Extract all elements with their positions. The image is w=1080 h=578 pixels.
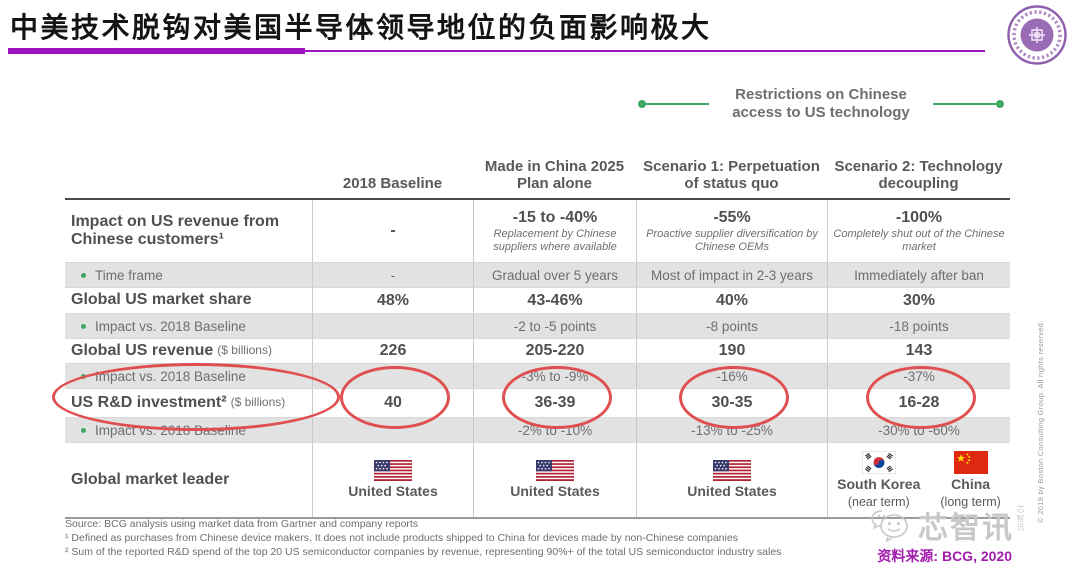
leader-scenario1: United States [687, 460, 777, 499]
south-korea-flag-icon [861, 450, 896, 474]
table-row-share-impact: Impact vs. 2018 Baseline -2 to -5 points… [65, 313, 1010, 338]
row-label: Impact vs. 2018 Baseline [65, 364, 312, 388]
table-row-market-leader: Global market leader United States [65, 442, 1010, 519]
us-flag-icon [536, 460, 574, 482]
cell-baseline: - [312, 263, 473, 287]
table-row-time-frame: Time frame - Gradual over 5 years Most o… [65, 262, 1010, 287]
bracket-line-right [933, 103, 996, 105]
cell-scenario2: -37% [827, 364, 1010, 388]
cell-scenario1: -13% to -25% [636, 418, 827, 442]
china-flag-icon [953, 450, 988, 474]
leader-baseline: United States [348, 460, 438, 499]
cell-scenario2: 16-28 [827, 389, 1010, 417]
impact-table: 2018 Baseline Made in China 2025 Plan al… [65, 140, 1010, 519]
bracket-dot-right-icon [996, 100, 1004, 108]
data-source-note: 资料来源: BCG, 2020 [877, 548, 1012, 564]
cell-scenario2: Immediately after ban [827, 263, 1010, 287]
watermark-text: 芯智讯 [918, 511, 1014, 546]
restrictions-bracket: Restrictions on Chinese access to US tec… [638, 86, 1004, 122]
table-row-rd-investment: US R&D investment² ($ billions) 40 36-39… [65, 388, 1010, 417]
cell-note: Completely shut out of the Chinese marke… [833, 227, 1005, 253]
bracket-dot-left-icon [638, 100, 646, 108]
row-unit: ($ billions) [217, 343, 272, 358]
cell-mic2025: 43-46% [473, 288, 636, 313]
watermark-vertical-text: 芯智讯 [1016, 505, 1025, 532]
row-label: Impact vs. 2018 Baseline [65, 418, 312, 442]
cell-scenario1: -55% Proactive supplier diversification … [637, 209, 827, 253]
cell-scenario1: -8 points [636, 314, 827, 338]
row-label: Impact vs. 2018 Baseline [65, 314, 312, 338]
cell-scenario1: 40% [636, 288, 827, 313]
bullet-icon [81, 272, 86, 278]
title-underline-thin [305, 50, 985, 52]
page-title: 中美技术脱钩对美国半导体领导地位的负面影响极大 [10, 11, 712, 44]
cell-mic2025: Gradual over 5 years [473, 263, 636, 287]
cell-scenario2: -18 points [827, 314, 1010, 338]
cell-mic2025: 205-220 [473, 339, 636, 363]
cell-baseline: - [312, 200, 473, 262]
leader-south-korea: South Korea (near term) [837, 450, 920, 509]
bracket-line-left [646, 103, 709, 105]
cell-scenario1: -16% [636, 364, 827, 388]
table-row-revenue-impact-baseline: Impact vs. 2018 Baseline -3% to -9% -16%… [65, 363, 1010, 388]
bullet-icon [81, 427, 86, 433]
cell-mic2025: -2 to -5 points [473, 314, 636, 338]
footnotes: Source: BCG analysis using market data f… [65, 518, 781, 560]
row-label: Global US revenue ($ billions) [71, 341, 272, 359]
us-flag-icon [374, 460, 412, 482]
cell-scenario1: Most of impact in 2-3 years [636, 263, 827, 287]
cell-scenario1: 30-35 [636, 389, 827, 417]
header-2018-baseline: 2018 Baseline [342, 174, 443, 192]
cell-mic2025: -15 to -40% Replacement by Chinese suppl… [474, 209, 636, 253]
row-label: Global US market share [71, 291, 252, 309]
bullet-icon [81, 373, 86, 379]
cell-mic2025: -3% to -9% [473, 364, 636, 388]
row-label: US R&D investment² ($ billions) [71, 393, 286, 411]
cell-note: Replacement by Chinese suppliers where a… [493, 227, 617, 253]
header-mic2025: Made in China 2025 Plan alone [484, 157, 625, 192]
table-row-revenue: Global US revenue ($ billions) 226 205-2… [65, 338, 1010, 363]
cell-scenario2: -100% Completely shut out of the Chinese… [828, 209, 1010, 253]
cell-scenario2: 143 [827, 339, 1010, 363]
us-flag-icon [713, 460, 751, 482]
cell-baseline: 40 [312, 389, 473, 417]
table-body: Impact on US revenue from Chinese custom… [65, 200, 1010, 519]
copyright-vertical-text: © 2019 by Boston Consulting Group. All r… [1036, 320, 1045, 523]
header-scenario-1: Scenario 1: Perpetuation of status quo [643, 157, 820, 192]
table-header-row: 2018 Baseline Made in China 2025 Plan al… [65, 140, 1010, 200]
chat-bubbles-icon [871, 510, 908, 542]
row-label: Impact on US revenue from Chinese custom… [71, 212, 280, 248]
cell-mic2025: -2% to -10% [473, 418, 636, 442]
table-row-revenue-impact: Impact on US revenue from Chinese custom… [65, 200, 1010, 262]
cell-scenario1: 190 [636, 339, 827, 363]
header-scenario-2: Scenario 2: Technology decoupling [834, 157, 1003, 192]
cell-baseline [312, 314, 473, 338]
footnote-source: Source: BCG analysis using market data f… [65, 518, 419, 530]
cell-baseline: 226 [312, 339, 473, 363]
table-row-rd-impact-baseline: Impact vs. 2018 Baseline -2% to -10% -13… [65, 417, 1010, 442]
cell-scenario2: -30% to -60% [827, 418, 1010, 442]
table-row-market-share: Global US market share 48% 43-46% 40% 30… [65, 287, 1010, 313]
bullet-icon [81, 323, 86, 329]
cell-scenario2: 30% [827, 288, 1010, 313]
cell-baseline: 48% [312, 288, 473, 313]
row-unit: ($ billions) [230, 395, 286, 410]
row-label: Global market leader [71, 470, 230, 488]
leader-scenario2: South Korea (near term) China (long term… [837, 450, 1001, 509]
cell-baseline [312, 364, 473, 388]
cell-baseline [312, 418, 473, 442]
restrictions-label: Restrictions on Chinese access to US tec… [732, 86, 910, 121]
watermark: 芯智讯 [868, 503, 1014, 547]
footnote-1: ¹ Defined as purchases from Chinese devi… [65, 531, 738, 544]
footnote-2: ² Sum of the reported R&D spend of the t… [65, 545, 782, 558]
cell-mic2025: 36-39 [473, 389, 636, 417]
leader-mic2025: United States [510, 460, 600, 499]
leader-china: China (long term) [940, 450, 1001, 509]
cell-note: Proactive supplier diversification by Ch… [646, 227, 818, 253]
row-label: Time frame [65, 263, 312, 287]
university-seal-icon [1007, 5, 1067, 65]
header-empty [65, 140, 312, 198]
title-underline-thick [8, 48, 305, 54]
